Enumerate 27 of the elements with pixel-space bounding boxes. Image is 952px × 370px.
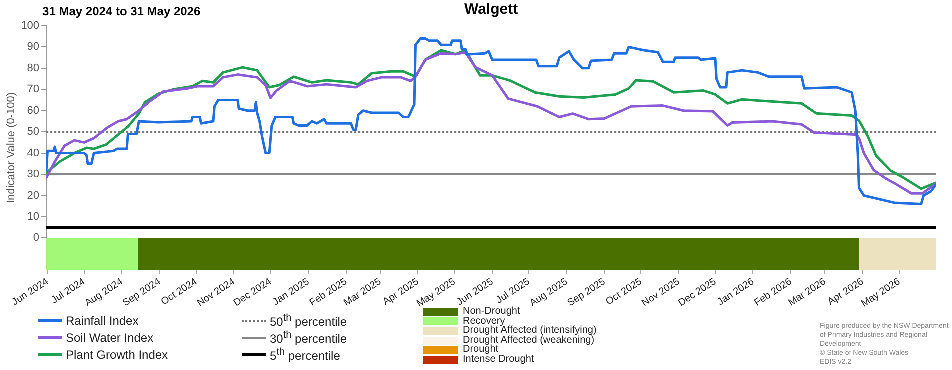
chart-title: Walgett (464, 1, 518, 18)
y-tick-label: 20 (27, 190, 40, 202)
text: Drought Affected (weakening) (463, 334, 595, 346)
y-tick-label: 60 (27, 104, 40, 117)
legend-label: Recovery (463, 316, 506, 327)
y-tick-label: 40 (27, 147, 40, 160)
legend-label: Plant Growth Index (66, 348, 168, 362)
y-tick-label: 0 (33, 232, 40, 244)
y-tick-label: 10 (27, 210, 40, 223)
y-axis-title: Indicator Value (0-100) (6, 92, 18, 204)
legend-label: Drought Affected (intensifying) (463, 325, 597, 336)
y-tick-label: 80 (27, 62, 40, 74)
legend-label: 5$^{th}$ percentile (270, 346, 340, 362)
y-tick-label: 90 (27, 41, 40, 54)
y-tick-label: 50 (27, 126, 40, 138)
text: Drought (463, 344, 499, 356)
x-tick-label: Jul 2024 (50, 276, 88, 306)
y-tick-label: 30 (27, 168, 40, 181)
text: Intense Drought (463, 354, 534, 365)
y-tick-label: 70 (27, 84, 40, 96)
chart-subtitle: 31 May 2024 to 31 May 2026 (42, 4, 201, 18)
legend-label: 50$^{th}$ percentile (270, 312, 348, 328)
legend-label: Rainfall Index (66, 314, 139, 328)
legend-label: Soil Water Index (66, 330, 154, 344)
legend-label: Non-Drought (463, 306, 520, 317)
y-tick-label: 100 (21, 20, 40, 32)
legend-label: 30$^{th}$ percentile (270, 330, 348, 346)
